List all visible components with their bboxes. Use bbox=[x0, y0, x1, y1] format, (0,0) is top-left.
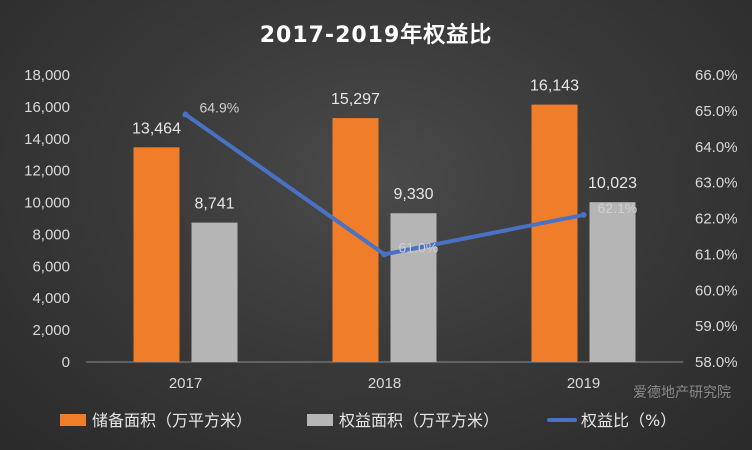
y-right-tick-label: 66.0% bbox=[695, 67, 738, 84]
equity-ratio-line bbox=[183, 112, 586, 257]
left-axis: 0 2,000 4,000 6,000 8,000 10,000 12,000 14,000 1… bbox=[24, 67, 70, 371]
line-data-label: 64.9% bbox=[200, 99, 240, 115]
bar-series-group: 13,464 15,297 16,143 8,741 9,330 10,023 bbox=[132, 78, 637, 363]
bar-equity bbox=[390, 213, 437, 362]
y-right-tick-label: 61.0% bbox=[695, 246, 738, 263]
y-right-tick-label: 60.0% bbox=[695, 282, 738, 299]
y-left-tick-label: 16,000 bbox=[24, 99, 70, 116]
legend: 储备面积（万平方米） 权益面积（万平方米） 权益比（%） bbox=[60, 411, 676, 430]
legend-swatch bbox=[60, 414, 86, 426]
category-labels: 2017 2018 2019 bbox=[169, 375, 600, 392]
y-right-tick-label: 58.0% bbox=[695, 354, 738, 371]
right-axis: 58.0% 59.0% 60.0% 61.0% 62.0% 63.0% 64.0% 65.0%… bbox=[695, 67, 738, 371]
chart-title: 2017-2019年权益比 bbox=[260, 22, 493, 48]
watermark: 爱德地产研究院 bbox=[633, 385, 731, 401]
y-right-tick-label: 63.0% bbox=[695, 175, 738, 192]
y-left-tick-label: 14,000 bbox=[24, 131, 70, 148]
bar-reserve bbox=[133, 147, 180, 362]
x-category-label: 2017 bbox=[169, 375, 202, 392]
y-left-tick-label: 10,000 bbox=[24, 195, 70, 212]
bar-data-label: 10,023 bbox=[588, 175, 637, 192]
legend-label: 储备面积（万平方米） bbox=[92, 411, 252, 430]
y-left-tick-label: 2,000 bbox=[32, 322, 70, 339]
bar-equity bbox=[191, 222, 238, 362]
y-left-tick-label: 18,000 bbox=[24, 67, 70, 84]
y-left-tick-label: 0 bbox=[62, 354, 70, 371]
bar-data-label: 9,330 bbox=[393, 186, 433, 203]
bar-reserve bbox=[332, 118, 379, 362]
legend-swatch bbox=[307, 414, 333, 426]
y-left-tick-label: 6,000 bbox=[32, 258, 70, 275]
y-left-tick-label: 12,000 bbox=[24, 163, 70, 180]
line-data-label: 61.0% bbox=[399, 239, 439, 255]
y-right-tick-label: 59.0% bbox=[695, 318, 738, 335]
bar-reserve bbox=[531, 104, 578, 363]
bar-data-label: 8,741 bbox=[194, 196, 234, 213]
bar-data-label: 13,464 bbox=[132, 120, 181, 137]
x-category-label: 2018 bbox=[368, 375, 401, 392]
equity-ratio-point bbox=[182, 111, 189, 118]
y-right-tick-label: 64.0% bbox=[695, 139, 738, 156]
equity-ratio-point bbox=[580, 211, 587, 218]
y-left-tick-label: 4,000 bbox=[32, 290, 70, 307]
bar-data-label: 16,143 bbox=[530, 78, 579, 95]
line-series-group: 64.9% 61.0% 62.1% bbox=[182, 99, 638, 258]
legend-label: 权益比（%） bbox=[581, 411, 676, 430]
x-category-label: 2019 bbox=[567, 375, 600, 392]
bar-data-label: 15,297 bbox=[331, 91, 380, 108]
legend-label: 权益面积（万平方米） bbox=[339, 411, 499, 430]
y-right-tick-label: 65.0% bbox=[695, 103, 738, 120]
y-right-tick-label: 62.0% bbox=[695, 211, 738, 228]
line-data-label: 62.1% bbox=[598, 200, 638, 216]
y-left-tick-label: 8,000 bbox=[32, 226, 70, 243]
bar-equity bbox=[589, 202, 636, 362]
equity-ratio-point bbox=[381, 251, 388, 258]
